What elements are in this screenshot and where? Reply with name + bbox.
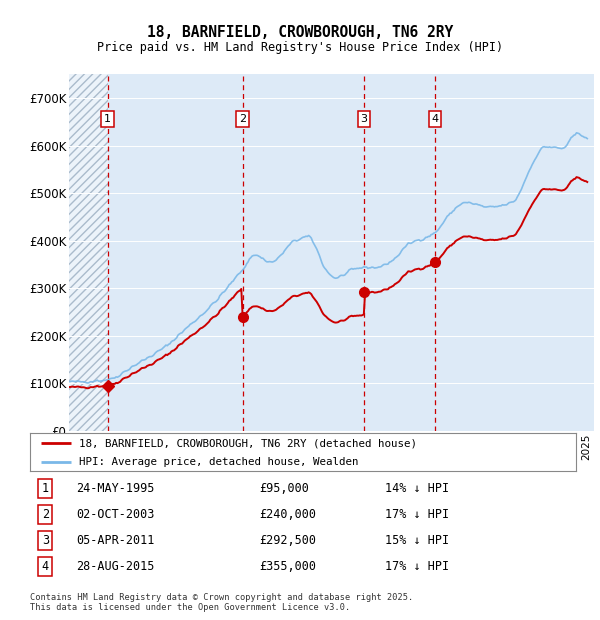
Text: 18, BARNFIELD, CROWBOROUGH, TN6 2RY (detached house): 18, BARNFIELD, CROWBOROUGH, TN6 2RY (det… [79,438,417,448]
Text: £292,500: £292,500 [259,534,316,547]
Text: 1: 1 [104,114,111,124]
Text: 15% ↓ HPI: 15% ↓ HPI [385,534,449,547]
Bar [69,74,107,431]
Text: £95,000: £95,000 [259,482,309,495]
Text: 1: 1 [42,482,49,495]
Text: 28-AUG-2015: 28-AUG-2015 [76,560,155,573]
Text: Contains HM Land Registry data © Crown copyright and database right 2025.
This d: Contains HM Land Registry data © Crown c… [30,593,413,613]
Bar [69,74,107,431]
Text: 02-OCT-2003: 02-OCT-2003 [76,508,155,521]
Text: HPI: Average price, detached house, Wealden: HPI: Average price, detached house, Weal… [79,456,359,467]
Text: 3: 3 [42,534,49,547]
Text: 2: 2 [239,114,246,124]
Text: 05-APR-2011: 05-APR-2011 [76,534,155,547]
Text: 4: 4 [42,560,49,573]
Text: Price paid vs. HM Land Registry's House Price Index (HPI): Price paid vs. HM Land Registry's House … [97,41,503,53]
Text: 14% ↓ HPI: 14% ↓ HPI [385,482,449,495]
Text: £240,000: £240,000 [259,508,316,521]
Text: 18, BARNFIELD, CROWBOROUGH, TN6 2RY: 18, BARNFIELD, CROWBOROUGH, TN6 2RY [147,25,453,40]
Text: £355,000: £355,000 [259,560,316,573]
Text: 24-MAY-1995: 24-MAY-1995 [76,482,155,495]
Text: 17% ↓ HPI: 17% ↓ HPI [385,508,449,521]
Text: 17% ↓ HPI: 17% ↓ HPI [385,560,449,573]
Text: 4: 4 [431,114,439,124]
Text: 3: 3 [361,114,367,124]
Text: 2: 2 [42,508,49,521]
